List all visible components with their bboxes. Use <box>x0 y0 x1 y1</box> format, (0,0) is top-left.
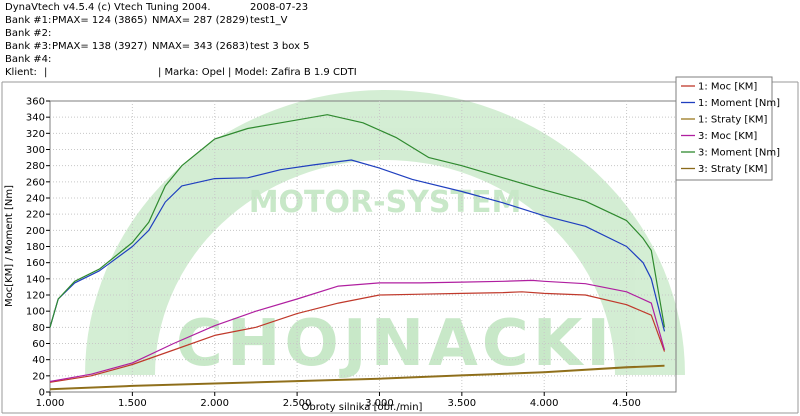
x-tick-label: 4.000 <box>530 398 559 409</box>
y-tick-label: 200 <box>26 226 45 237</box>
y-tick-label: 80 <box>32 323 45 334</box>
legend-label: 3: Moment [Nm] <box>698 148 780 159</box>
y-axis-ticks: 0 20 40 60 80 100 120 140 160 180 200 220 240 260 280 3… <box>26 97 50 399</box>
y-tick-label: 0 <box>39 388 45 399</box>
x-axis-ticks: 1.000 1.500 2.000 2.500 3.000 3.500 4.000 4.500 <box>36 392 641 409</box>
y-tick-label: 60 <box>32 339 45 350</box>
y-tick-label: 240 <box>26 194 45 205</box>
chart-legend: 1: Moc [KM] 1: Moment [Nm] 1: Straty [KM] 3… <box>675 76 780 181</box>
watermark-arc-text: MOTOR-SYSTEM <box>249 185 522 220</box>
legend-label: 1: Moment [Nm] <box>698 98 780 109</box>
series-line-3 <box>49 365 665 391</box>
series-layer <box>49 114 666 391</box>
y-tick-label: 160 <box>26 258 45 269</box>
x-tick-label: 1.000 <box>36 398 65 409</box>
legend-label: 1: Straty [KM] <box>698 115 768 126</box>
y-tick-label: 300 <box>26 145 45 156</box>
series-line-5 <box>49 114 666 328</box>
legend-label: 3: Moc [KM] <box>698 131 757 142</box>
bank1-label: Bank #1: <box>5 15 52 26</box>
y-tick-label: 120 <box>26 291 45 302</box>
y-axis-title: Moc[KM] / Moment [Nm] <box>4 185 15 307</box>
x-tick-label: 3.000 <box>365 398 394 409</box>
bank3-nmax: NMAX= 343 (2683) <box>152 41 249 52</box>
bank1-name: test1_V <box>250 15 288 26</box>
watermark: MOTOR-SYSTEM CHOJNACKI <box>85 90 685 381</box>
y-tick-label: 280 <box>26 161 45 172</box>
bank3-pmax: PMAX= 138 (3927) <box>52 41 148 52</box>
app-version-line: DynaVtech v4.5.4 (c) Vtech Tuning 2004. <box>5 2 211 13</box>
watermark-arc <box>85 90 685 376</box>
y-tick-label: 340 <box>26 113 45 124</box>
series-line-4 <box>49 279 666 383</box>
y-tick-label: 220 <box>26 210 45 221</box>
y-tick-label: 20 <box>32 371 45 382</box>
report-date: 2008-07-23 <box>250 2 309 13</box>
x-tick-label: 3.500 <box>448 398 477 409</box>
klient-value: | <box>44 67 48 78</box>
y-tick-label: 40 <box>32 355 45 366</box>
series-line-1 <box>49 291 666 383</box>
y-tick-label: 100 <box>26 307 45 318</box>
legend-box <box>675 76 773 181</box>
bank3-name: test 3 box 5 <box>250 41 310 52</box>
y-tick-label: 320 <box>26 129 45 140</box>
y-tick-label: 180 <box>26 242 45 253</box>
y-tick-label: 140 <box>26 274 45 285</box>
legend-label: 3: Straty [KM] <box>698 164 768 175</box>
x-tick-label: 2.000 <box>200 398 229 409</box>
x-axis-title: Obroty silnika [obr./min] <box>302 402 423 413</box>
x-tick-label: 4.500 <box>612 398 641 409</box>
series-line-6 <box>49 364 665 390</box>
y-tick-label: 360 <box>26 97 45 108</box>
x-tick-label: 2.500 <box>283 398 312 409</box>
bank3-label: Bank #3: <box>5 41 52 52</box>
bank1-pmax: PMAX= 124 (3865) <box>52 15 148 26</box>
bank2-label: Bank #2: <box>5 28 52 39</box>
grid-layer <box>50 101 676 392</box>
report-header: DynaVtech v4.5.4 (c) Vtech Tuning 2004. … <box>0 0 800 82</box>
bank1-nmax: NMAX= 287 (2829) <box>152 15 249 26</box>
y-tick-label: 260 <box>26 177 45 188</box>
car-model-line: | Marka: Opel | Model: Zafira B 1.9 CDTI <box>158 67 357 78</box>
legend-label: 1: Moc [KM] <box>698 82 757 93</box>
bank4-label: Bank #4: <box>5 54 52 65</box>
x-tick-label: 1.500 <box>118 398 147 409</box>
series-line-2 <box>49 159 666 332</box>
klient-label: Klient: <box>5 67 37 78</box>
